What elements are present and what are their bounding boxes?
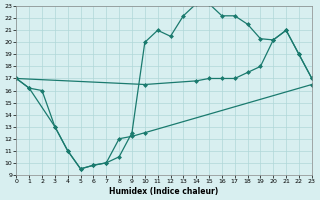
X-axis label: Humidex (Indice chaleur): Humidex (Indice chaleur) xyxy=(109,187,219,196)
